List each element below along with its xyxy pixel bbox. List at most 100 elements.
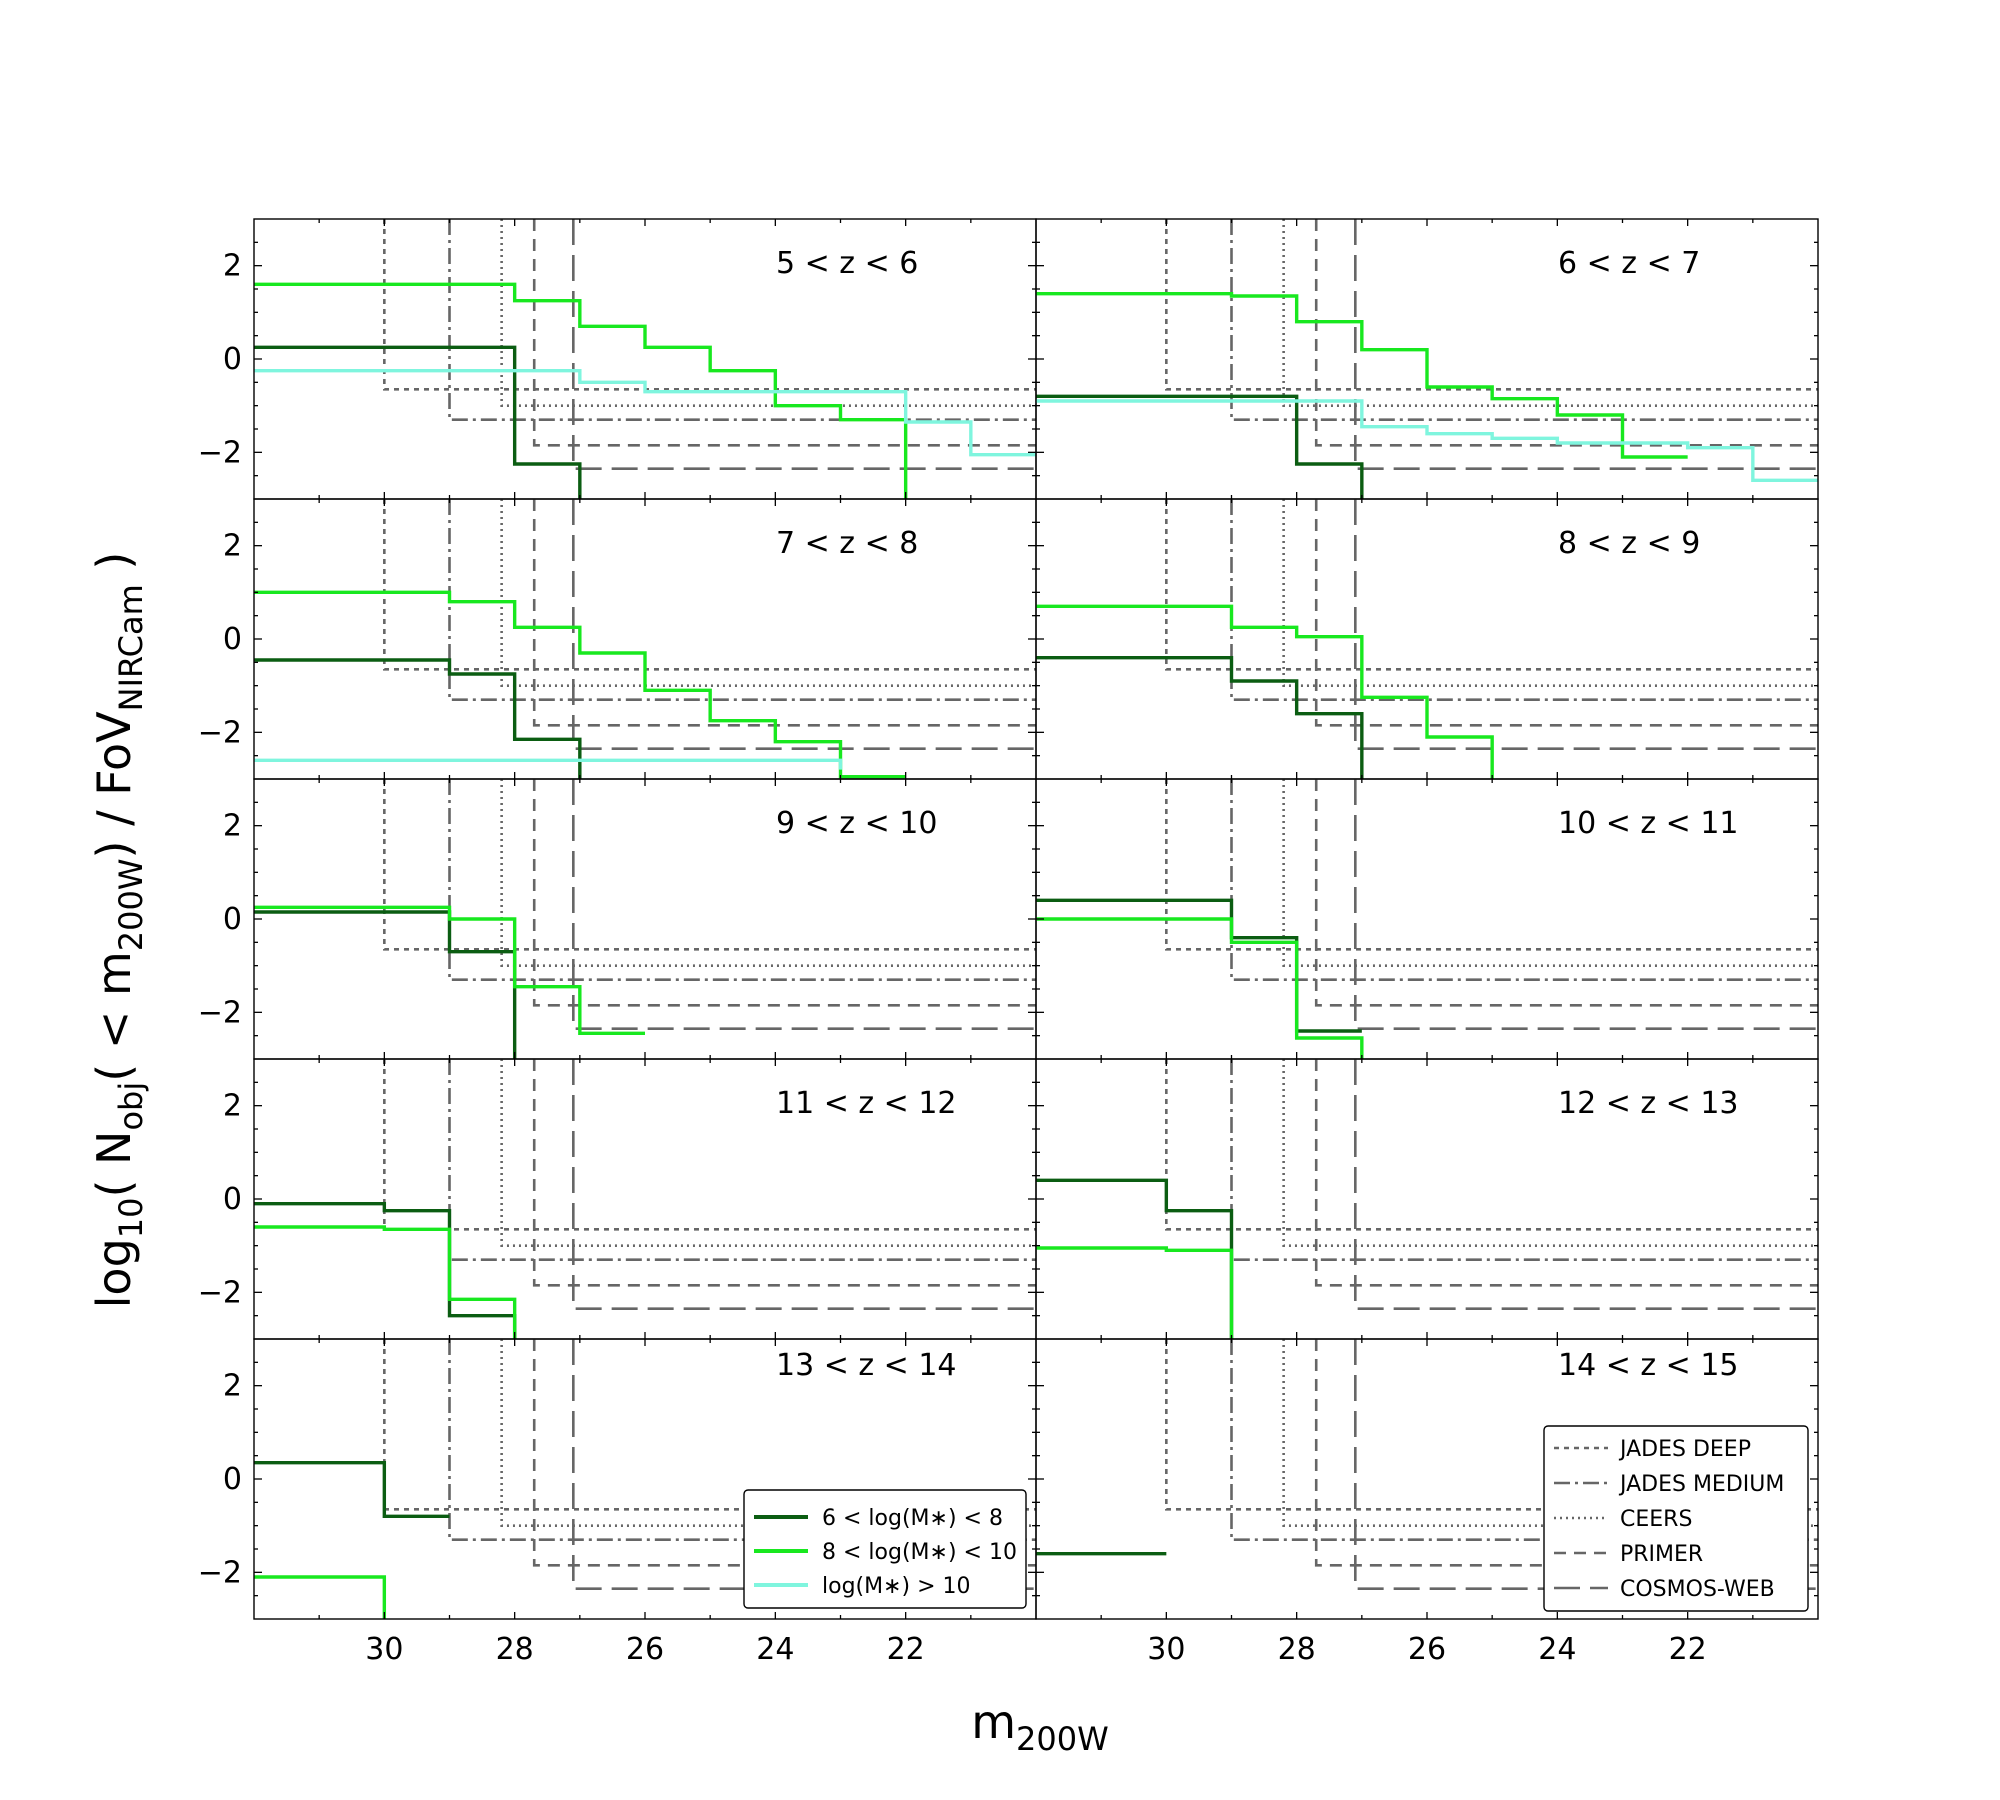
redshift-label: 10 < z < 11 xyxy=(1558,806,1739,841)
series-mid-mass-line xyxy=(1036,1246,1234,1339)
survey-limit-line xyxy=(1354,1059,1818,1310)
redshift-label: 6 < z < 7 xyxy=(1558,246,1700,281)
y-tick-label: −2 xyxy=(198,1275,242,1310)
panel: 2 0 −2 5 < z < 6 xyxy=(198,218,1037,500)
survey-limit-line xyxy=(1165,499,1818,671)
survey-limit-line xyxy=(1230,779,1818,981)
y-tick-label: −2 xyxy=(198,435,242,470)
survey-limit-line xyxy=(383,499,1036,671)
survey-limit-line xyxy=(1354,779,1818,1030)
panel-frame xyxy=(253,498,1037,780)
survey-limit-line xyxy=(1165,1059,1818,1231)
survey-limit-line xyxy=(383,219,1036,391)
ticks xyxy=(1036,219,1818,499)
y-tick-label: −2 xyxy=(198,715,242,750)
legend-label: JADES DEEP xyxy=(1618,1437,1751,1462)
series-mid-mass-line xyxy=(254,1225,517,1339)
legend-label: CEERS xyxy=(1620,1507,1692,1532)
survey-limit-line xyxy=(500,1059,1036,1247)
x-tick-label: 30 xyxy=(365,1632,403,1667)
y-tick-label: −2 xyxy=(198,995,242,1030)
y-tick-label: 0 xyxy=(223,1182,242,1217)
panel-plot-area xyxy=(254,1059,1036,1339)
panel-plot-area xyxy=(1036,779,1818,1059)
panel-plot-area xyxy=(254,219,1036,499)
survey-limit-line xyxy=(1314,1059,1818,1287)
panel-frame xyxy=(253,218,1037,500)
survey-limit-line xyxy=(1354,219,1818,470)
series-low-mass-line xyxy=(1036,898,1362,1033)
legend-mass: 6 < log(M∗) < 8 8 < log(M∗) < 10 log(M∗) >… xyxy=(743,1489,1027,1609)
series-low-mass-line xyxy=(1036,1178,1234,1339)
survey-limit-line xyxy=(1282,219,1818,407)
y-tick-label: −2 xyxy=(198,1555,242,1590)
x-axis-label: m200W xyxy=(971,1695,1109,1758)
series-low-mass-line xyxy=(254,910,517,1059)
y-tick-label: 2 xyxy=(223,809,242,844)
survey-limit-line xyxy=(572,499,1036,750)
legend-label: PRIMER xyxy=(1620,1542,1703,1567)
ticks xyxy=(1036,779,1818,1059)
series-low-mass-line xyxy=(254,658,582,779)
survey-limit-line xyxy=(532,1059,1036,1287)
x-tick-label: 28 xyxy=(1278,1632,1316,1667)
series-low-mass-line xyxy=(1036,394,1364,499)
survey-limit-line xyxy=(1230,499,1818,701)
y-tick-label: 0 xyxy=(223,902,242,937)
ticks xyxy=(1036,1339,1818,1619)
legend-label: 8 < log(M∗) < 10 xyxy=(822,1540,1017,1565)
y-tick-label: 2 xyxy=(223,249,242,284)
ticks xyxy=(254,499,1036,779)
legend-mass-box xyxy=(743,1489,1027,1609)
survey-limit-line xyxy=(448,499,1036,701)
y-axis-label: log10( Nobj( < m200W) / FoVNIRCam ) xyxy=(87,552,150,1309)
panel-plot-area xyxy=(254,779,1036,1059)
x-tick-label: 22 xyxy=(887,1632,925,1667)
survey-limit-line xyxy=(572,1059,1036,1310)
survey-limit-line xyxy=(1230,1059,1818,1261)
y-tick-label: 2 xyxy=(223,1369,242,1404)
survey-limit-line xyxy=(1282,779,1818,967)
redshift-label: 13 < z < 14 xyxy=(776,1348,957,1383)
y-tick-label: 0 xyxy=(223,342,242,377)
x-tick-label: 26 xyxy=(626,1632,664,1667)
legend-label: COSMOS-WEB xyxy=(1620,1577,1775,1602)
legend-label: log(M∗) > 10 xyxy=(822,1574,971,1599)
survey-limit-line xyxy=(500,499,1036,687)
survey-limit-line xyxy=(448,779,1036,981)
ticks xyxy=(254,219,1036,499)
panel: 8 < z < 9 xyxy=(1035,498,1819,780)
survey-limit-line xyxy=(383,1059,1036,1231)
survey-limit-line xyxy=(1282,1339,1818,1527)
redshift-label: 8 < z < 9 xyxy=(1558,526,1700,561)
series-high-mass-line xyxy=(1036,399,1818,483)
x-tick-label: 22 xyxy=(1669,1632,1707,1667)
series-low-mass-line xyxy=(1036,655,1364,779)
ticks xyxy=(254,1339,1036,1619)
series-mid-mass-line xyxy=(254,1575,387,1619)
legend-label: JADES MEDIUM xyxy=(1618,1472,1784,1497)
legend-surveys: JADES DEEP JADES MEDIUM CEERS PRIMER COSMOS-… xyxy=(1543,1425,1809,1612)
survey-limit-line xyxy=(1282,499,1818,687)
survey-limit-line xyxy=(1354,499,1818,750)
panel: 2 0 −2 11 < z < 12 xyxy=(198,1058,1037,1340)
series-mid-mass-line xyxy=(1036,604,1494,779)
series-mid-mass-line xyxy=(254,282,908,499)
redshift-label: 9 < z < 10 xyxy=(776,806,937,841)
redshift-label: 11 < z < 12 xyxy=(776,1086,957,1121)
survey-limit-line xyxy=(383,779,1036,951)
x-tick-label: 24 xyxy=(756,1632,794,1667)
survey-limit-line xyxy=(500,219,1036,407)
y-tick-label: 0 xyxy=(223,1462,242,1497)
survey-limit-line xyxy=(532,219,1036,447)
survey-limit-line xyxy=(500,1339,1036,1527)
survey-limit-line xyxy=(1282,1059,1818,1247)
panel: 6 < z < 7 xyxy=(1035,218,1819,500)
legend-label: 6 < log(M∗) < 8 xyxy=(822,1506,1003,1531)
ticks xyxy=(1036,499,1818,779)
survey-limit-line xyxy=(1314,219,1818,447)
redshift-label: 14 < z < 15 xyxy=(1558,1348,1739,1383)
y-tick-label: 2 xyxy=(223,1089,242,1124)
y-tick-label: 0 xyxy=(223,622,242,657)
